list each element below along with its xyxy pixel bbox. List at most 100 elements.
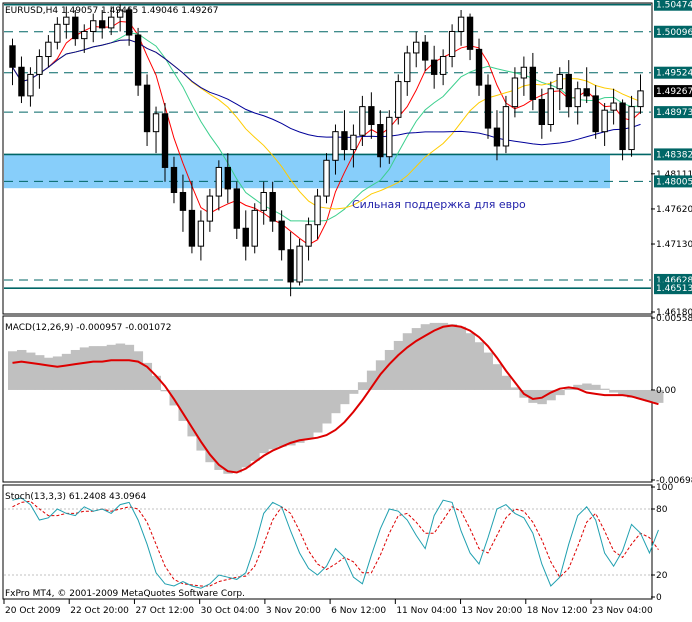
candle-body [538,98,546,126]
level-price-label: 1.50096 [656,28,692,38]
candle [134,27,142,96]
candle-body [556,73,563,90]
support-annotation: Сильная поддержка для евро [352,198,526,211]
candle [45,35,52,68]
candle [251,203,258,254]
candle [36,49,43,89]
macd-histogram-bar [582,383,592,390]
candle-body [484,84,492,129]
candle-body [242,227,249,247]
macd-tick-label: 0.00558 [656,314,692,324]
candle [341,110,348,161]
candle [224,153,232,204]
level-price-tag [654,175,692,188]
time-tick-label: 11 Nov 04:00 [396,606,457,616]
candle-body [395,81,402,118]
candle [475,38,483,96]
candle [143,74,151,146]
candle-body [323,159,330,197]
macd-histogram-bar [555,389,565,396]
macd-histogram-bar [268,389,278,450]
candle-body [583,88,590,97]
macd-histogram-bar [286,389,296,446]
time-tick-label: 30 Oct 04:00 [201,606,260,616]
candle-body [72,16,79,40]
candle-body [233,188,240,229]
candle [332,124,339,175]
candle [233,181,240,240]
candle-body [592,95,599,133]
copyright-text: FxPro MT4, © 2001-2009 MetaQuotes Softwa… [5,589,245,599]
candle-body [99,20,106,29]
candle-body [610,102,617,111]
candle [18,56,25,104]
candle-body [278,220,285,251]
candle-body [574,88,581,108]
stoch-main-line [12,497,659,589]
candle [368,92,375,139]
candle-body [152,113,160,133]
macd-histogram-bar [250,389,260,461]
candle-body [81,30,88,40]
time-tick-label: 20 Oct 2009 [5,606,61,616]
candle [511,67,519,118]
macd-histogram-bar [501,375,511,390]
price-tick-label: 1.46180 [656,308,692,318]
macd-histogram-bar [8,351,18,390]
candle [215,160,223,211]
price-panel-frame [2,2,653,315]
time-tick-label: 23 Nov 04:00 [592,606,653,616]
candle-body [601,109,608,133]
level-price-tag [654,282,692,295]
candle-body [45,41,52,58]
macd-histogram-bar [70,349,81,390]
candle [107,6,115,36]
candle [359,95,366,146]
candle-body [350,134,357,151]
level-price-label: 1.46513 [656,284,692,294]
candle-body [332,131,339,161]
macd-histogram-bar [600,388,610,390]
candle [206,188,214,232]
candle-body [197,220,205,247]
macd-histogram-bar [348,389,359,394]
macd-histogram-bar [411,328,422,390]
candle-body [134,34,142,86]
price-panel [4,3,651,297]
macd-histogram-bar [483,352,493,390]
candle [377,110,384,168]
candle-body [529,66,537,100]
candle [188,181,196,254]
candle-body [341,131,348,151]
candle [90,13,97,43]
time-tick-label: 3 Nov 20:00 [266,606,321,616]
level-price-tag [654,0,692,11]
candle-body [9,45,16,68]
candle [601,103,608,146]
level-price-label: 1.48382 [656,150,692,160]
axis-labels: 1.50474 1.50096 1.49524 1.49267 1.48973 1.483… [3,0,692,616]
candle [583,67,590,104]
candle-body [565,73,572,108]
macd-histogram-bar [97,346,108,390]
macd-signal-line [12,324,659,474]
candle-body [287,249,294,283]
stoch-tick-label: 20 [656,571,668,581]
candle [197,210,205,261]
macd-histogram-bar [510,387,520,390]
candle [439,49,447,86]
candle [547,81,554,132]
macd-histogram-bar [124,344,135,390]
macd-histogram-bar [187,389,197,437]
candle [125,6,133,46]
candle-body [520,66,528,79]
candle-body [63,16,70,25]
candle-body [475,48,483,86]
stoch-title: Stoch(13,3,3) 61.2408 43.0964 [5,492,146,502]
candle-body [269,191,276,222]
candle [314,188,321,240]
candle-body [448,30,456,58]
macd-histogram-bar [402,333,413,390]
level-price-label: 1.49524 [656,69,692,79]
